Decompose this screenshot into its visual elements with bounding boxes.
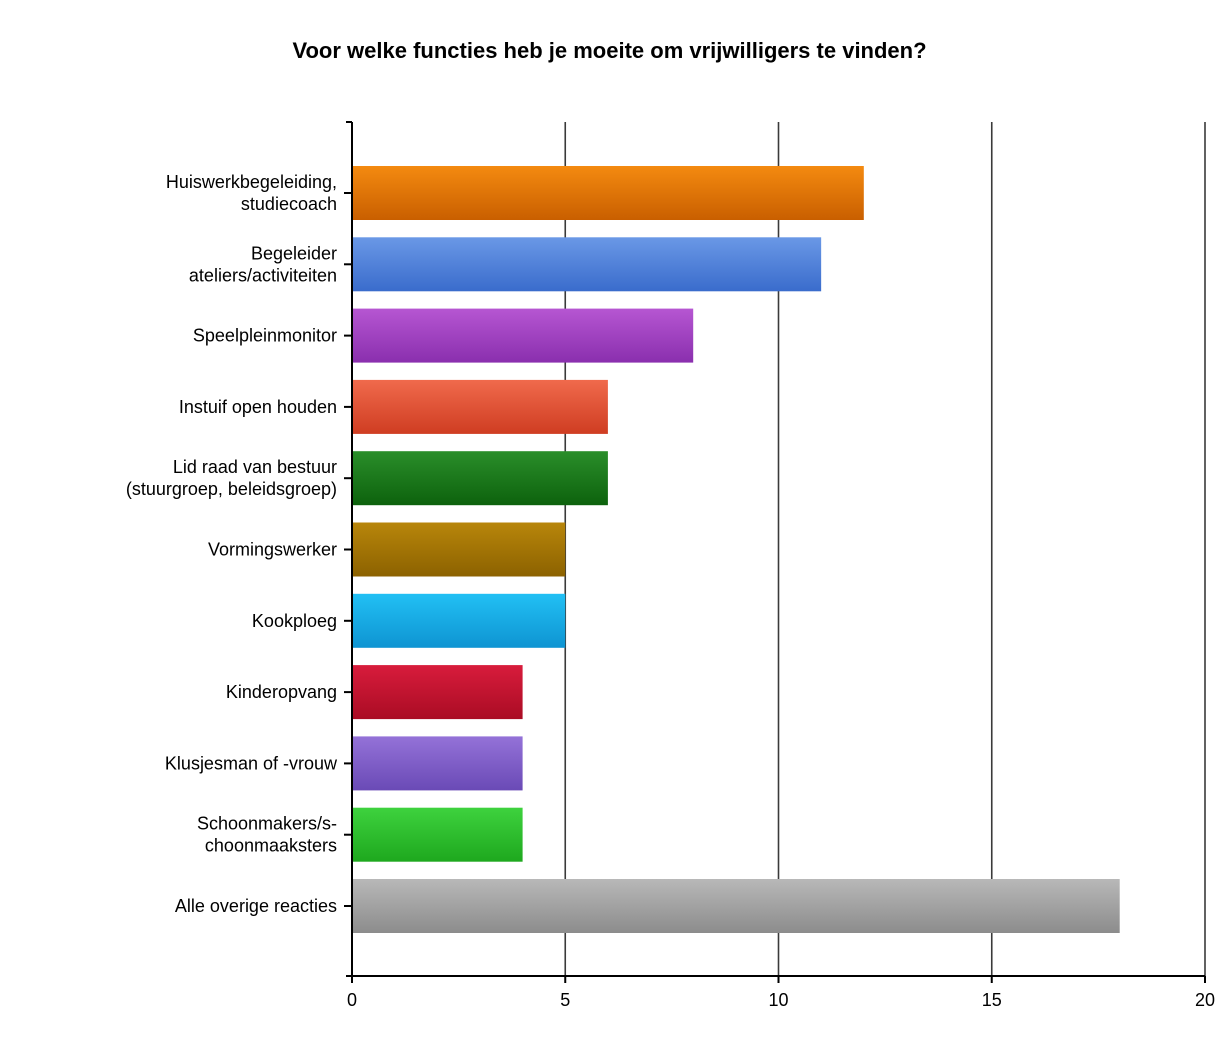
category-label-6: Kookploeg — [252, 611, 337, 631]
chart-title: Voor welke functies heb je moeite om vri… — [292, 38, 927, 63]
category-label-1: Begeleider ateliers/activiteiten — [189, 243, 337, 285]
category-label-7: Kinderopvang — [226, 682, 337, 702]
x-tick-label-20: 20 — [1195, 990, 1215, 1010]
bar-3 — [353, 379, 608, 434]
bar-0 — [353, 166, 864, 220]
bar-9 — [353, 807, 523, 862]
x-tick-label-5: 5 — [560, 990, 570, 1010]
bar-8 — [353, 736, 523, 791]
category-label-0: Huiswerkbegeleiding, studiecoach — [166, 172, 337, 214]
x-tick-label-15: 15 — [982, 990, 1002, 1010]
bar-1 — [353, 237, 822, 292]
category-label-8: Klusjesman of -vrouw — [165, 753, 338, 773]
bar-5 — [353, 522, 566, 577]
x-tick-label-10: 10 — [768, 990, 788, 1010]
category-label-3: Instuif open houden — [179, 397, 337, 417]
x-tick-label-0: 0 — [347, 990, 357, 1010]
bar-10 — [353, 879, 1120, 933]
axis-layer — [344, 121, 1206, 983]
bars-layer — [353, 166, 1120, 933]
bar-7 — [353, 665, 523, 720]
bar-6 — [353, 593, 566, 648]
bar-4 — [353, 451, 608, 506]
bar-2 — [353, 308, 694, 363]
category-label-4: Lid raad van bestuur (stuurgroep, beleids… — [126, 457, 337, 499]
category-label-2: Speelpleinmonitor — [193, 326, 337, 346]
labels-layer: 0 5 10 15 20 Huiswerkbegeleiding, studiecoach B… — [126, 172, 1215, 1010]
category-label-10: Alle overige reacties — [175, 896, 337, 916]
category-label-5: Vormingswerker — [208, 540, 337, 560]
category-label-9: Schoonmakers/s-choonmaaksters — [197, 814, 337, 856]
